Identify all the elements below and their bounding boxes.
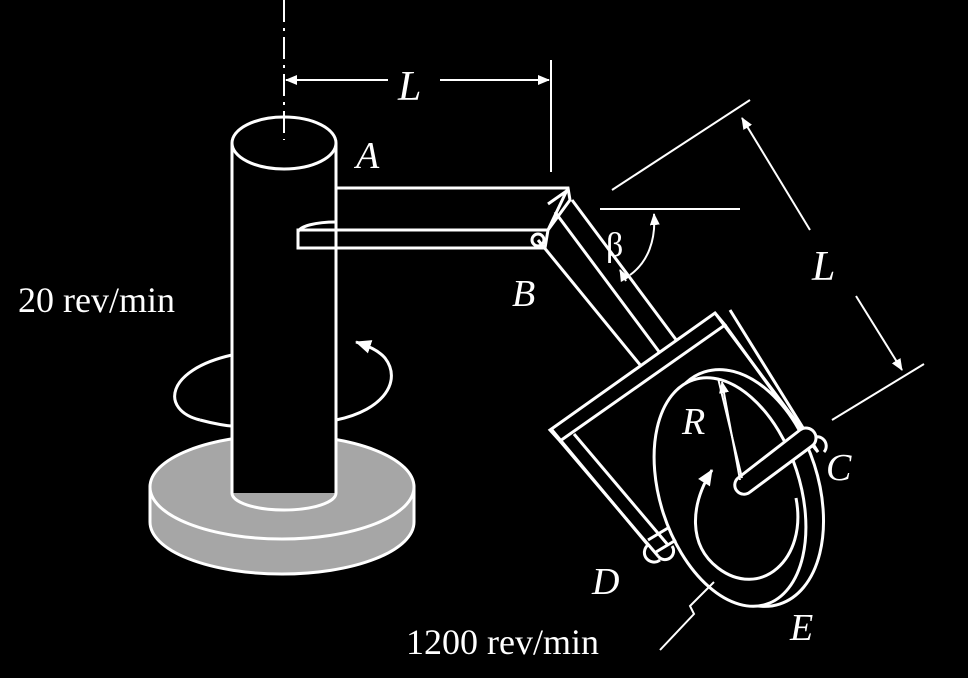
vertical-shaft (230, 115, 338, 512)
label-angle-beta: β (606, 227, 623, 264)
angle-beta (600, 208, 740, 283)
spinning-disk (647, 368, 826, 608)
label-radius: R (681, 401, 705, 443)
label-point-b: B (512, 273, 535, 315)
label-speed-shaft: 20 rev/min (18, 280, 175, 320)
label-point-d: D (591, 561, 619, 603)
label-point-e: E (789, 607, 813, 649)
label-point-a: A (353, 135, 380, 177)
label-length-side: L (811, 244, 835, 290)
yoke-bracket (547, 309, 828, 564)
horizontal-arm (296, 186, 572, 250)
dimension-top-l (285, 60, 552, 172)
label-length-top: L (397, 64, 421, 110)
dimension-side-l (611, 99, 925, 421)
leader-line (659, 581, 715, 651)
shaft-rotation-arrow (173, 340, 393, 428)
label-speed-disk: 1200 rev/min (406, 622, 599, 662)
label-point-c: C (826, 447, 852, 489)
